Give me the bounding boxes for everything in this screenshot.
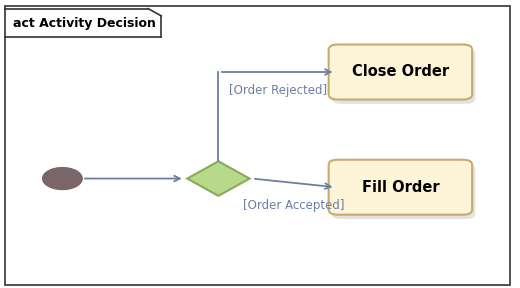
Text: Close Order: Close Order (352, 65, 449, 79)
Polygon shape (187, 161, 250, 196)
FancyBboxPatch shape (329, 160, 472, 215)
Text: [Order Rejected]: [Order Rejected] (229, 84, 327, 96)
FancyBboxPatch shape (332, 49, 475, 104)
Text: act Activity Decision: act Activity Decision (13, 16, 156, 30)
Text: [Order Accepted]: [Order Accepted] (243, 199, 345, 212)
Text: Fill Order: Fill Order (361, 180, 439, 195)
FancyBboxPatch shape (332, 164, 475, 219)
Circle shape (43, 168, 82, 190)
FancyBboxPatch shape (329, 45, 472, 100)
